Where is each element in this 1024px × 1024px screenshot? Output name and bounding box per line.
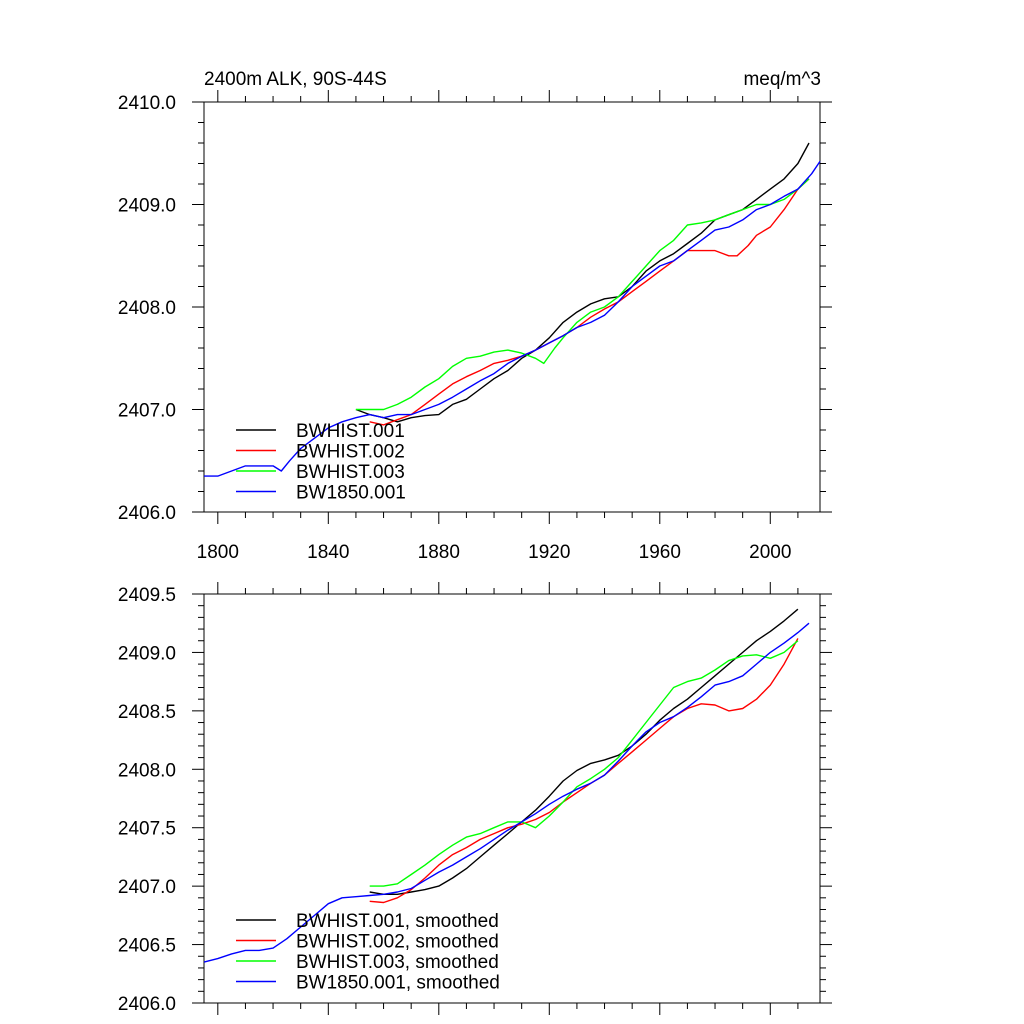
y-tick-label: 2410.0 (118, 93, 176, 114)
bottom-panel-series (203, 608, 810, 963)
legend-label: BWHIST.002 (296, 442, 405, 463)
top-panel-series (204, 142, 821, 477)
legend-label: BWHIST.003 (296, 462, 405, 483)
top-panel-title-left: 2400m ALK, 90S-44S (204, 69, 387, 90)
series-line-1 (369, 638, 799, 904)
series-line-0 (355, 142, 810, 423)
x-tick-label: 1960 (639, 542, 681, 563)
y-tick-label: 2408.0 (118, 298, 176, 319)
y-tick-label: 2409.5 (118, 585, 176, 606)
y-tick-label: 2406.5 (118, 936, 176, 957)
y-tick-label: 2407.5 (118, 819, 176, 840)
plot-frame (203, 593, 821, 1004)
y-tick-label: 2408.5 (118, 702, 176, 723)
top-panel: 2400m ALK, 90S-44S meq/m^3 2406.02407.02… (118, 69, 832, 563)
series-line-0 (369, 608, 799, 895)
x-tick-label: 1920 (528, 542, 570, 563)
legend-label: BW1850.001 (296, 483, 406, 504)
top-panel-axes: 2406.0 2407.0 2408.0 2409.0 2410.0 1800 1840 18… (118, 90, 832, 563)
y-tick-label: 2406.0 (118, 503, 176, 524)
x-tick-label: 2000 (749, 542, 791, 563)
y-tick-label: 2409.0 (118, 196, 176, 217)
legend-label: BWHIST.001 (296, 421, 405, 442)
legend-label: BW1850.001, smoothed (296, 973, 500, 994)
y-tick-label: 2409.0 (118, 643, 176, 664)
series-line-1 (369, 178, 810, 426)
series-line-3 (203, 622, 810, 963)
x-tick-label: 1880 (418, 542, 460, 563)
legend-label: BWHIST.001, smoothed (296, 911, 499, 932)
legend-label: BWHIST.003, smoothed (296, 952, 499, 973)
y-tick-label: 2407.0 (118, 401, 176, 422)
x-tick-label: 1840 (307, 542, 349, 563)
y-tick-label: 2407.0 (118, 877, 176, 898)
top-panel-title-right: meq/m^3 (743, 69, 821, 90)
x-tick-label: 1800 (197, 542, 239, 563)
y-tick-label: 2406.0 (118, 994, 176, 1015)
legend-label: BWHIST.002, smoothed (296, 932, 499, 953)
series-line-2 (369, 640, 799, 887)
series-line-3 (204, 161, 821, 477)
bottom-panel: 2406.0 2406.5 2407.0 2407.5 2408.0 2408.5 2409… (118, 582, 832, 1015)
series-line-2 (355, 178, 810, 411)
y-tick-label: 2408.0 (118, 760, 176, 781)
bottom-panel-axes: 2406.0 2406.5 2407.0 2407.5 2408.0 2408.5 2409… (118, 582, 832, 1015)
